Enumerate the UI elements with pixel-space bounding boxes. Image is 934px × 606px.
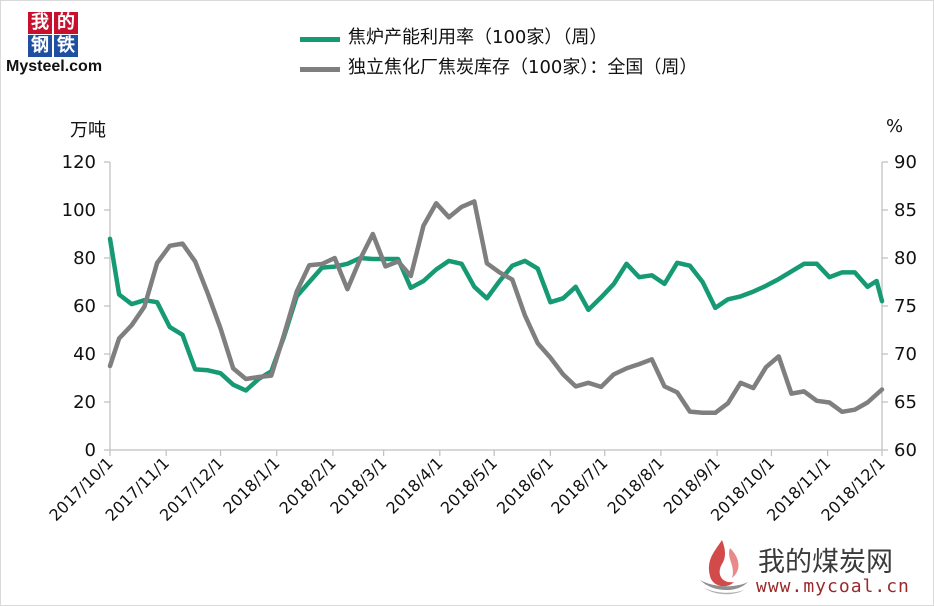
right-tick-label: 75 [894, 296, 917, 317]
left-axis-unit: 万吨 [70, 120, 106, 141]
left-tick-label: 20 [73, 392, 96, 413]
watermark-title: 我的煤炭网 [758, 547, 893, 578]
mycoal-watermark: 我的煤炭网 www.mycoal.cn [692, 536, 922, 600]
legend-label-inventory: 独立焦化厂焦炭库存（100家）：全国（周） [348, 57, 698, 78]
right-tick-label: 90 [894, 152, 917, 173]
x-tick-label: 2018/7/1 [547, 453, 611, 517]
left-tick-label: 120 [62, 152, 96, 173]
right-tick-label: 85 [894, 200, 917, 221]
left-tick-label: 100 [62, 200, 96, 221]
right-tick-label: 70 [894, 344, 917, 365]
mysteel-logo: 我 的 钢 铁 Mysteel.com [6, 10, 131, 82]
flame-logo-icon [700, 540, 748, 595]
x-tick-label: 2018/1/1 [219, 453, 283, 517]
logo-brand: Mysteel.com [6, 58, 103, 75]
logo-char-2: 的 [54, 12, 78, 34]
right-tick-label: 80 [894, 248, 917, 269]
x-tick-label: 2018/6/1 [493, 453, 557, 517]
logo-char-1: 我 [28, 12, 52, 34]
chart-series [107, 199, 885, 416]
watermark-url: www.mycoal.cn [756, 576, 910, 597]
left-tick-label: 0 [85, 440, 96, 461]
series-line-utilization [107, 236, 885, 393]
chart-axes: 020406080100120606570758085902017/10/120… [45, 152, 917, 525]
left-tick-label: 40 [73, 344, 96, 365]
left-tick-label: 60 [73, 296, 96, 317]
legend-swatch-utilization [300, 37, 340, 42]
x-tick-label: 2018/8/1 [603, 453, 667, 517]
logo-char-4: 铁 [54, 35, 78, 57]
right-tick-label: 65 [894, 392, 917, 413]
legend-label-utilization: 焦炉产能利用率（100家）（周） [348, 27, 608, 48]
series-line-inventory [107, 199, 885, 416]
legend-swatch-inventory [300, 67, 340, 72]
right-axis-unit: % [886, 116, 904, 137]
x-tick-label: 2018/4/1 [382, 453, 446, 517]
logo-char-3: 钢 [28, 35, 52, 57]
right-tick-label: 60 [894, 440, 917, 461]
left-tick-label: 80 [73, 248, 96, 269]
x-tick-label: 2018/5/1 [437, 453, 501, 517]
